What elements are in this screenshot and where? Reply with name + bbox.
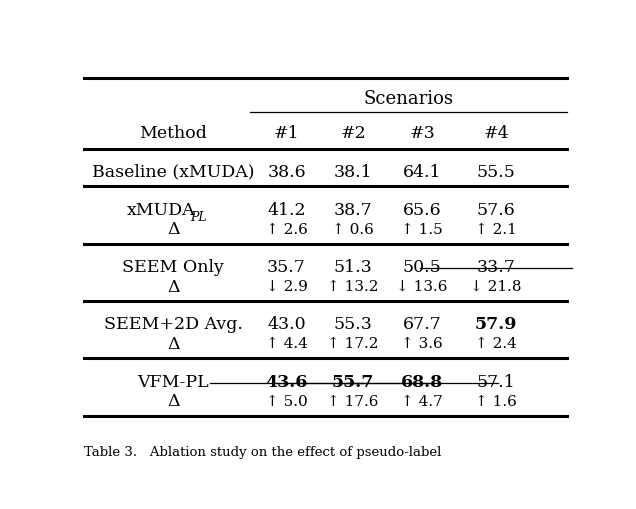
Text: #4: #4 [483,125,509,142]
Text: SEEM Only: SEEM Only [122,259,224,275]
Text: ↑ 1.6: ↑ 1.6 [475,394,517,408]
Text: 68.8: 68.8 [401,373,443,390]
Text: ↑ 17.2: ↑ 17.2 [328,336,379,351]
Text: SEEM+2D Avg.: SEEM+2D Avg. [104,316,242,332]
Text: Δ: Δ [167,278,179,295]
Text: 57.6: 57.6 [476,201,515,218]
Text: 65.6: 65.6 [403,201,441,218]
Text: PL: PL [190,211,207,224]
Text: VFM-PL: VFM-PL [137,373,209,390]
Text: xMUDA: xMUDA [127,201,195,218]
Text: Method: Method [139,125,207,142]
Text: ↑ 4.7: ↑ 4.7 [401,394,443,408]
Text: ↑ 1.5: ↑ 1.5 [401,222,443,236]
Text: ↑ 0.6: ↑ 0.6 [332,222,374,236]
Text: ↑ 3.6: ↑ 3.6 [401,336,443,351]
Text: 57.1: 57.1 [476,373,515,390]
Text: 43.6: 43.6 [265,373,308,390]
Text: 57.9: 57.9 [474,316,517,332]
Text: ↑ 17.6: ↑ 17.6 [328,394,379,408]
Text: #2: #2 [340,125,366,142]
Text: 43.0: 43.0 [267,316,306,332]
Text: 35.7: 35.7 [267,259,306,275]
Text: 55.5: 55.5 [476,163,515,181]
Text: 64.1: 64.1 [403,163,441,181]
Text: ↑ 4.4: ↑ 4.4 [266,336,307,351]
Text: ↓ 2.9: ↓ 2.9 [266,279,307,293]
Text: Δ: Δ [167,392,179,409]
Text: 55.3: 55.3 [334,316,373,332]
Text: ↑ 5.0: ↑ 5.0 [266,394,307,408]
Text: ↑ 2.6: ↑ 2.6 [266,222,307,236]
Text: Δ: Δ [167,335,179,352]
Text: Table 3.   Ablation study on the effect of pseudo-label: Table 3. Ablation study on the effect of… [85,445,442,458]
Text: #3: #3 [409,125,435,142]
Text: 38.6: 38.6 [267,163,306,181]
Text: ↑ 2.4: ↑ 2.4 [475,336,517,351]
Text: 50.5: 50.5 [403,259,441,275]
Text: ↓ 21.8: ↓ 21.8 [470,279,522,293]
Text: ↑ 2.1: ↑ 2.1 [475,222,517,236]
Text: Baseline (xMUDA): Baseline (xMUDA) [92,163,254,181]
Text: 38.7: 38.7 [334,201,373,218]
Text: 33.7: 33.7 [476,259,515,275]
Text: 67.7: 67.7 [403,316,441,332]
Text: 55.7: 55.7 [332,373,374,390]
Text: ↑ 13.2: ↑ 13.2 [328,279,379,293]
Text: 41.2: 41.2 [267,201,306,218]
Text: Δ: Δ [167,221,179,238]
Text: #1: #1 [273,125,300,142]
Text: 38.1: 38.1 [334,163,372,181]
Text: ↓ 13.6: ↓ 13.6 [396,279,448,293]
Text: Scenarios: Scenarios [364,90,453,108]
Text: 51.3: 51.3 [334,259,373,275]
